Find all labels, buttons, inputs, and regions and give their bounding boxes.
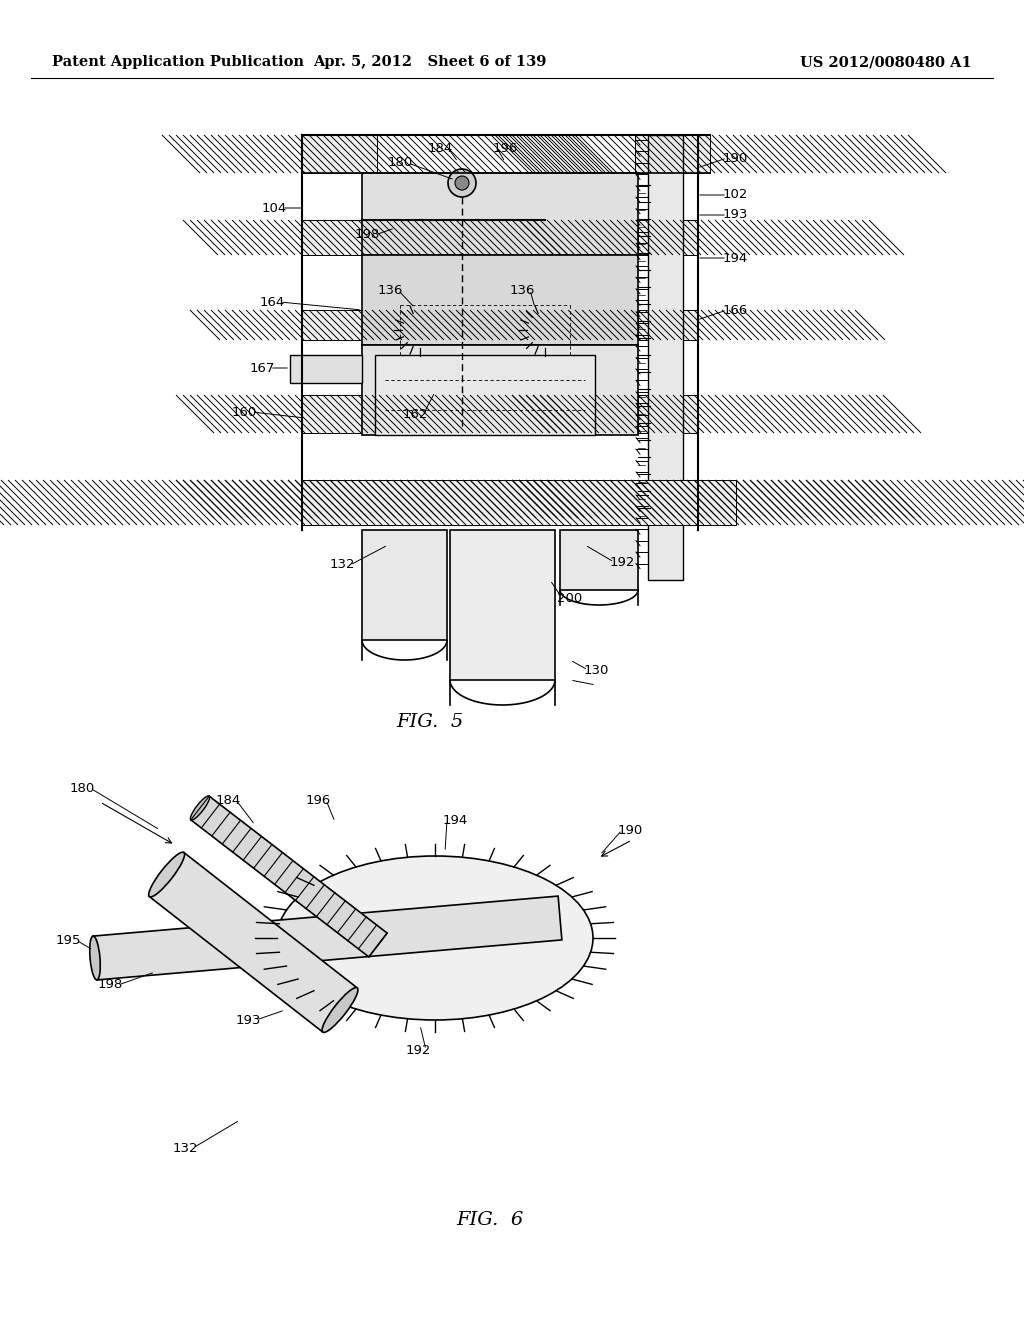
Polygon shape xyxy=(150,853,357,1032)
Text: 190: 190 xyxy=(617,824,643,837)
Text: 166: 166 xyxy=(722,304,748,317)
Text: 194: 194 xyxy=(722,252,748,264)
Text: 194: 194 xyxy=(442,813,468,826)
Ellipse shape xyxy=(323,987,358,1032)
Text: 167: 167 xyxy=(249,362,274,375)
Bar xyxy=(302,395,362,433)
Text: 180: 180 xyxy=(387,157,413,169)
Bar xyxy=(302,480,736,525)
Bar xyxy=(362,173,638,255)
Text: Apr. 5, 2012   Sheet 6 of 139: Apr. 5, 2012 Sheet 6 of 139 xyxy=(313,55,547,69)
Text: 196: 196 xyxy=(493,141,517,154)
Bar xyxy=(302,135,377,173)
Text: 180: 180 xyxy=(70,781,94,795)
Text: 104: 104 xyxy=(261,202,287,214)
Text: 193: 193 xyxy=(722,209,748,222)
Bar xyxy=(362,531,447,640)
Circle shape xyxy=(455,176,469,190)
Text: 198: 198 xyxy=(97,978,123,991)
Polygon shape xyxy=(93,896,562,979)
Text: 136: 136 xyxy=(509,284,535,297)
Text: 132: 132 xyxy=(330,558,354,572)
Polygon shape xyxy=(190,796,387,957)
Text: 193: 193 xyxy=(236,1014,261,1027)
Text: Patent Application Publication: Patent Application Publication xyxy=(52,55,304,69)
Bar xyxy=(638,395,698,433)
Text: 200: 200 xyxy=(557,591,583,605)
Ellipse shape xyxy=(90,936,100,979)
Text: 132: 132 xyxy=(172,1142,198,1155)
Bar xyxy=(648,135,683,579)
Text: 162: 162 xyxy=(402,408,428,421)
Ellipse shape xyxy=(278,855,593,1020)
Bar xyxy=(638,220,698,255)
Bar xyxy=(560,531,638,590)
Text: 164: 164 xyxy=(259,296,285,309)
Text: 160: 160 xyxy=(231,405,257,418)
Text: US 2012/0080480 A1: US 2012/0080480 A1 xyxy=(800,55,972,69)
Bar xyxy=(450,531,555,680)
Text: 102: 102 xyxy=(722,189,748,202)
Bar xyxy=(635,135,710,173)
Text: 195: 195 xyxy=(55,933,81,946)
Text: 184: 184 xyxy=(215,793,241,807)
Text: FIG.  6: FIG. 6 xyxy=(457,1210,523,1229)
Bar xyxy=(290,355,362,383)
Bar xyxy=(362,345,638,436)
Bar xyxy=(362,255,638,345)
Bar xyxy=(638,480,698,517)
Circle shape xyxy=(449,169,476,197)
Ellipse shape xyxy=(148,853,184,898)
Text: 136: 136 xyxy=(377,284,402,297)
Text: 192: 192 xyxy=(609,556,635,569)
Ellipse shape xyxy=(415,927,455,949)
Bar xyxy=(302,220,362,255)
Bar xyxy=(638,310,698,341)
Bar xyxy=(375,355,595,436)
Text: 184: 184 xyxy=(427,141,453,154)
Text: FIG.  5: FIG. 5 xyxy=(396,713,464,731)
Text: 192: 192 xyxy=(406,1044,431,1056)
Text: 196: 196 xyxy=(305,793,331,807)
Bar xyxy=(302,310,362,341)
Text: 130: 130 xyxy=(584,664,608,676)
Bar xyxy=(302,480,362,517)
Ellipse shape xyxy=(190,796,210,820)
Text: 190: 190 xyxy=(722,152,748,165)
Text: 198: 198 xyxy=(354,228,380,242)
